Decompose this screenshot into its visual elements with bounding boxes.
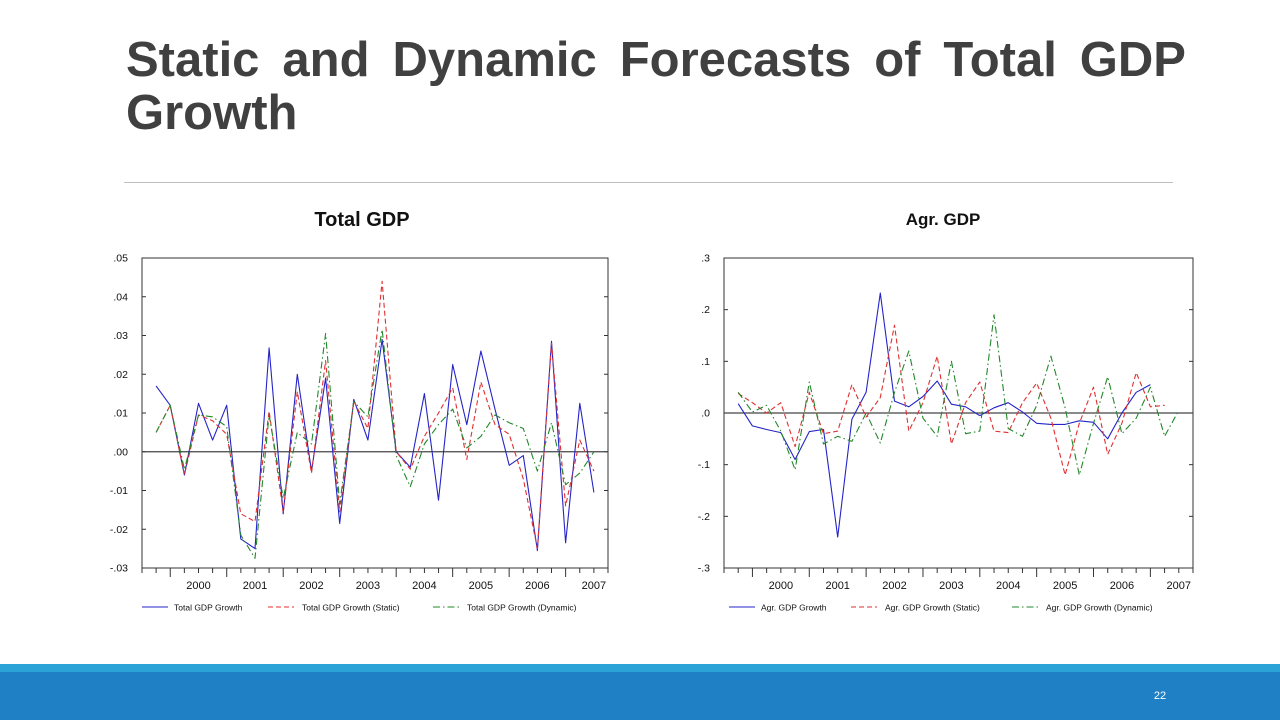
- y-tick-label: .04: [113, 291, 128, 303]
- x-tick-label: 2001: [243, 580, 267, 592]
- series-line-3: [737, 314, 1180, 476]
- x-tick-label: 2000: [186, 580, 210, 592]
- series-line-1: [737, 292, 1151, 538]
- series-line-3: [155, 329, 595, 559]
- x-tick-label: 2005: [1053, 580, 1077, 592]
- chart-agr-gdp: .3 .2 .1 .0 -.1 -.2 -.3 2000 2001 2002 2003 2004 200…: [698, 253, 1194, 613]
- legend-label-2: Agr. GDP Growth (Static): [885, 603, 980, 613]
- series-line-2: [155, 280, 595, 550]
- page-number: 22: [1153, 690, 1167, 702]
- x-tick-label: 2003: [356, 580, 380, 592]
- x-tick-label: 2007: [582, 580, 606, 592]
- y-tick-label: -.03: [110, 563, 128, 575]
- plot-frame: [141, 257, 609, 569]
- x-tick-label: 2002: [882, 580, 906, 592]
- y-tick-label: .1: [701, 356, 710, 368]
- y-tick-label: -.2: [698, 511, 710, 523]
- legend-label-3: Total GDP Growth (Dynamic): [467, 603, 577, 613]
- x-tick-label: 2005: [469, 580, 493, 592]
- y-tick-label: .2: [701, 304, 710, 316]
- x-tick-label: 2006: [525, 580, 549, 592]
- x-tick-label: 2004: [996, 580, 1020, 592]
- legend-label-1: Agr. GDP Growth: [761, 603, 827, 613]
- y-tick-label: .3: [701, 253, 710, 265]
- forecast-charts: .05 .04 .03 .02 .01 .00 -.01 -.02 -.03 2000 2001 20…: [110, 253, 1194, 613]
- y-tick-label: -.02: [110, 524, 128, 536]
- y-tick-label: -.01: [110, 485, 128, 497]
- y-tick-label: .0: [701, 408, 710, 420]
- footer-bar: [0, 672, 1280, 720]
- y-tick-label: -.3: [698, 563, 710, 575]
- y-tick-label: .00: [113, 446, 128, 458]
- series-line-1: [155, 338, 595, 552]
- x-tick-label: 2002: [299, 580, 323, 592]
- legend-label-1: Total GDP Growth: [174, 603, 243, 613]
- legend-label-2: Total GDP Growth (Static): [302, 603, 400, 613]
- chart-title-agr-gdp: Agr. GDP: [905, 210, 981, 229]
- slide-title: Static and Dynamic Forecasts of Total GD…: [126, 33, 1186, 140]
- x-tick-label: 2007: [1167, 580, 1191, 592]
- chart-title-total-gdp: Total GDP: [314, 209, 410, 231]
- y-tick-label: .05: [113, 253, 128, 265]
- x-tick-label: 2006: [1110, 580, 1134, 592]
- y-tick-label: .02: [113, 369, 128, 381]
- y-tick-label: .03: [113, 330, 128, 342]
- chart-total-gdp: .05 .04 .03 .02 .01 .00 -.01 -.02 -.03 2000 2001 20…: [110, 253, 609, 613]
- series-line-2: [737, 324, 1165, 476]
- x-tick-label: 2004: [412, 580, 436, 592]
- y-tick-label: .01: [113, 408, 128, 420]
- x-tick-label: 2000: [769, 580, 793, 592]
- footer-stripe: [0, 664, 1280, 672]
- x-tick-label: 2001: [825, 580, 849, 592]
- y-tick-label: -.1: [698, 459, 710, 471]
- legend-label-3: Agr. GDP Growth (Dynamic): [1046, 603, 1153, 613]
- title-divider: [124, 182, 1173, 183]
- x-tick-label: 2003: [939, 580, 963, 592]
